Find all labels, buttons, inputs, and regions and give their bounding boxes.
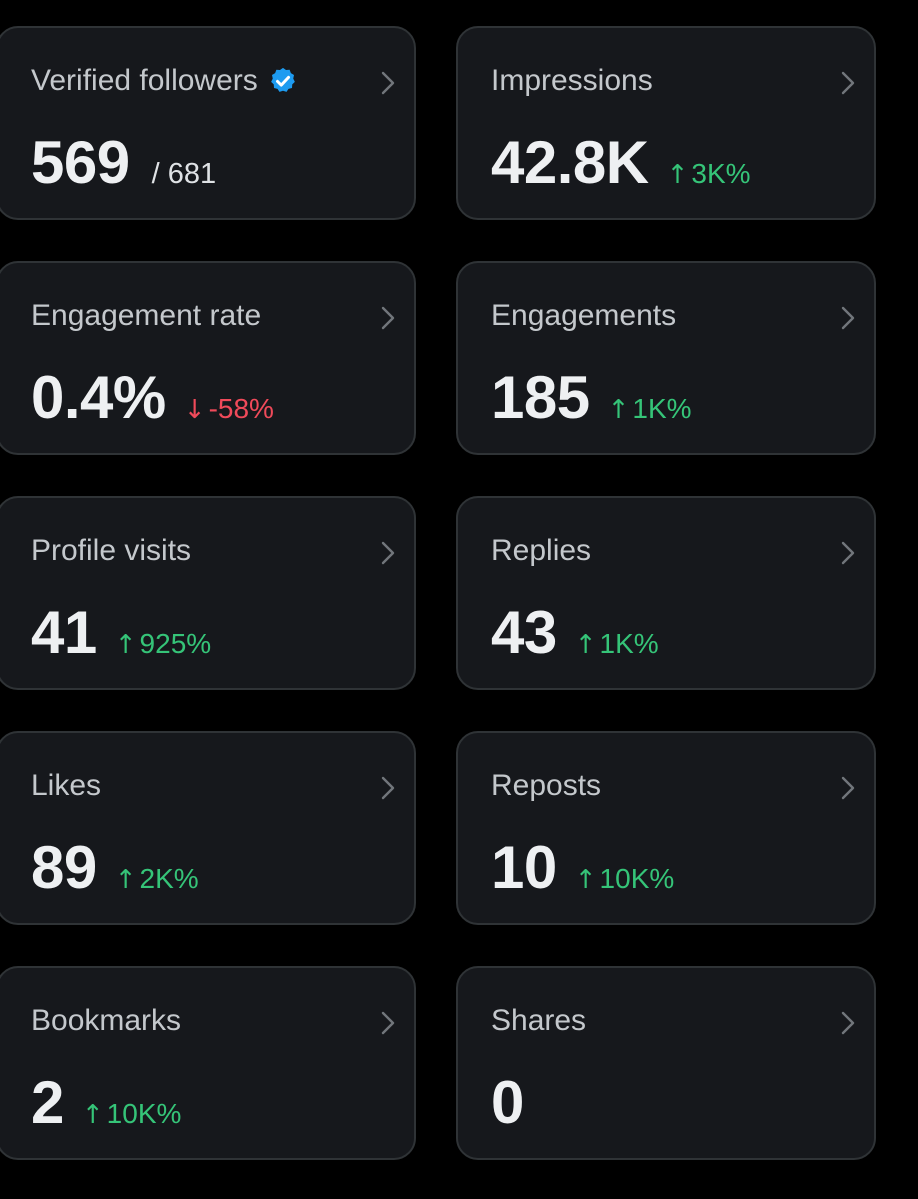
metric-delta: ↑ 10K% — [574, 863, 675, 895]
metric-delta: ↑ 2K% — [114, 863, 199, 895]
card-shares[interactable]: Shares 0 — [456, 966, 876, 1160]
metric-value-row: 10 ↑ 10K% — [491, 833, 674, 902]
chevron-right-icon — [381, 1011, 395, 1035]
card-title: Profile visits — [31, 534, 192, 567]
metric-delta: ↑ 1K% — [607, 393, 692, 425]
card-title: Shares — [491, 1004, 587, 1037]
chevron-right-icon — [841, 776, 855, 800]
chevron-right-icon — [841, 71, 855, 95]
arrow-up-icon: ↑ — [114, 630, 137, 660]
metric-value: 569 — [31, 129, 130, 196]
arrow-down-icon: ↓ — [183, 395, 206, 425]
card-title: Reposts — [491, 769, 602, 802]
card-title: Verified followers — [31, 64, 298, 98]
card-title: Engagement rate — [31, 299, 262, 332]
chevron-right-icon — [841, 541, 855, 565]
card-title: Engagements — [491, 299, 677, 332]
metric-value: 10 — [491, 834, 557, 901]
metric-value: 41 — [31, 599, 97, 666]
arrow-up-icon: ↑ — [574, 630, 597, 660]
metric-value: 0.4% — [31, 364, 166, 431]
metric-total: / 681 — [151, 158, 217, 190]
verified-badge-icon — [270, 67, 295, 92]
chevron-right-icon — [841, 1011, 855, 1035]
card-reposts[interactable]: Reposts 10 ↑ 10K% — [456, 731, 876, 925]
chevron-right-icon — [381, 776, 395, 800]
metric-value-row: 569 / 681 — [31, 128, 216, 197]
card-likes[interactable]: Likes 89 ↑ 2K% — [0, 731, 416, 925]
metric-value-row: 42.8K ↑ 3K% — [491, 128, 751, 197]
metric-value: 0 — [491, 1069, 524, 1136]
card-title: Bookmarks — [31, 1004, 182, 1037]
metric-delta: ↑ 10K% — [81, 1098, 182, 1130]
metric-value-row: 43 ↑ 1K% — [491, 598, 659, 667]
arrow-up-icon: ↑ — [114, 865, 137, 895]
card-bookmarks[interactable]: Bookmarks 2 ↑ 10K% — [0, 966, 416, 1160]
metric-value-row: 0 — [491, 1068, 524, 1137]
arrow-up-icon: ↑ — [607, 395, 630, 425]
metric-value-row: 0.4% ↓ -58% — [31, 363, 274, 432]
card-engagements[interactable]: Engagements 185 ↑ 1K% — [456, 261, 876, 455]
card-replies[interactable]: Replies 43 ↑ 1K% — [456, 496, 876, 690]
metric-delta: ↑ 925% — [114, 628, 212, 660]
card-profile-visits[interactable]: Profile visits 41 ↑ 925% — [0, 496, 416, 690]
chevron-right-icon — [381, 541, 395, 565]
metric-delta: ↑ 3K% — [666, 158, 751, 190]
card-verified-followers[interactable]: Verified followers 569 / 681 — [0, 26, 416, 220]
metric-value-row: 2 ↑ 10K% — [31, 1068, 181, 1137]
chevron-right-icon — [381, 71, 395, 95]
card-impressions[interactable]: Impressions 42.8K ↑ 3K% — [456, 26, 876, 220]
card-engagement-rate[interactable]: Engagement rate 0.4% ↓ -58% — [0, 261, 416, 455]
metric-value: 43 — [491, 599, 557, 666]
arrow-up-icon: ↑ — [81, 1100, 104, 1130]
arrow-up-icon: ↑ — [574, 865, 597, 895]
arrow-up-icon: ↑ — [666, 160, 689, 190]
card-title: Replies — [491, 534, 592, 567]
card-title: Impressions — [491, 64, 653, 97]
metric-value-row: 41 ↑ 925% — [31, 598, 211, 667]
metric-value: 89 — [31, 834, 97, 901]
chevron-right-icon — [841, 306, 855, 330]
metric-value: 2 — [31, 1069, 64, 1136]
metric-value: 185 — [491, 364, 590, 431]
chevron-right-icon — [381, 306, 395, 330]
metric-delta: ↑ 1K% — [574, 628, 659, 660]
metric-value-row: 185 ↑ 1K% — [491, 363, 692, 432]
card-title: Likes — [31, 769, 102, 802]
metric-delta: ↓ -58% — [183, 393, 274, 425]
metric-value-row: 89 ↑ 2K% — [31, 833, 199, 902]
metric-value: 42.8K — [491, 129, 649, 196]
